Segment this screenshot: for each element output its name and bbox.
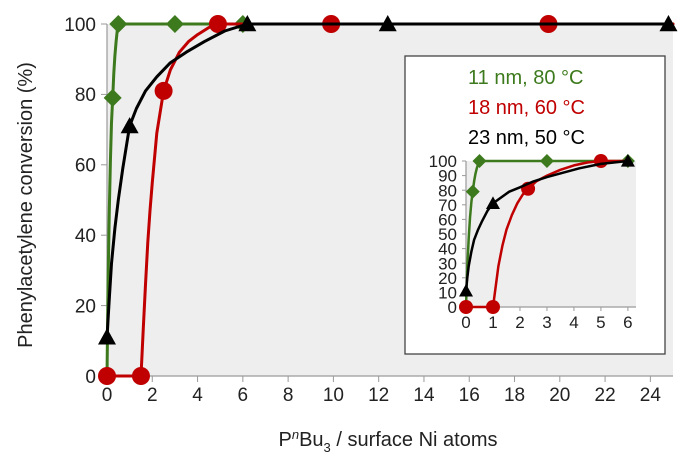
main-data-point [109, 15, 128, 33]
inset-x-tick-label: 2 [515, 313, 524, 332]
main-x-tick-label: 10 [323, 385, 344, 406]
main-y-tick-label: 20 [75, 296, 96, 317]
inset-data-point [459, 283, 473, 297]
inset-x-tick-label: 6 [623, 313, 632, 332]
x-axis-title-part: n [292, 427, 299, 442]
main-y-tick-label: 100 [64, 15, 96, 36]
main-data-point [103, 88, 122, 107]
x-axis-title-part: / surface Ni atoms [331, 429, 498, 451]
inset-series-line [464, 159, 630, 293]
main-x-tick-label: 20 [549, 385, 570, 406]
main-data-point [154, 81, 173, 100]
inset-y-tick-label: 100 [429, 152, 457, 171]
legend-entry: 23 nm, 50 °C [468, 127, 585, 149]
main-data-point [120, 117, 139, 134]
main-x-tick-label: 16 [459, 385, 480, 406]
inset-series-line [464, 159, 630, 309]
legend: 11 nm, 80 °C 18 nm, 60 °C 23 nm, 50 °C [468, 67, 585, 149]
inset-y-tick-label: 40 [438, 240, 457, 259]
main-x-tick-label: 24 [640, 385, 662, 406]
main-data-point [659, 15, 678, 32]
main-series-line [105, 22, 670, 339]
inset-data-point [459, 300, 473, 314]
inset-y-tick-label: 30 [438, 254, 457, 273]
inset-data-point [465, 184, 480, 199]
inset-x-tick-label: 3 [542, 313, 551, 332]
main-x-tick-label: 4 [192, 385, 203, 406]
x-axis-title-part: Bu [299, 429, 323, 451]
main-data-point [165, 15, 184, 33]
inset-plot-area [466, 161, 636, 307]
main-x-tick-label: 8 [283, 385, 294, 406]
x-axis-title-part: P [279, 429, 292, 451]
inset-y-tick-label: 60 [438, 211, 457, 230]
main-y-tick-label: 60 [75, 156, 96, 177]
inset-y-tick-label: 20 [438, 269, 457, 288]
inset-data-point [539, 154, 554, 168]
inset-y-tick-label: 0 [448, 298, 457, 317]
main-series-triangle [98, 15, 678, 345]
main-y-tick-label: 0 [85, 367, 96, 388]
main-x-tick-label: 2 [147, 385, 158, 406]
inset-data-point [485, 300, 500, 314]
main-x-tick-label: 18 [504, 385, 525, 406]
main-data-point [98, 328, 116, 345]
main-y-tick-label: 80 [75, 85, 96, 106]
inset-x-tick-label: 1 [488, 313, 497, 332]
main-y-tick-label: 40 [75, 226, 96, 247]
legend-entry: 11 nm, 80 °C [468, 67, 583, 89]
main-data-point [98, 367, 116, 385]
main-data-point [131, 367, 150, 385]
main-x-tick-label: 22 [595, 385, 616, 406]
inset-y-tick-label: 10 [438, 284, 457, 303]
main-x-tick-label: 6 [238, 385, 249, 406]
inset-x-tick-label: 5 [596, 313, 605, 332]
main-x-tick-label: 12 [368, 385, 389, 406]
inset-data-point [472, 154, 487, 168]
x-axis-title-part: 3 [324, 440, 331, 452]
legend-entry: 18 nm, 60 °C [468, 97, 585, 119]
inset-series-triangle [459, 154, 635, 297]
main-data-point [378, 15, 397, 32]
inset-x-tick-label: 4 [569, 313, 578, 332]
inset-data-point [620, 154, 635, 167]
inset-y-tick-label: 80 [438, 181, 457, 200]
main-data-point [238, 15, 257, 32]
main-x-tick-label: 14 [413, 385, 435, 406]
main-x-tick-label: 0 [102, 385, 113, 406]
inset-x-tick-label: 0 [461, 313, 470, 332]
main-x-axis-title: PnBu3 / surface Ni atoms [279, 427, 498, 452]
inset-y-tick-label: 70 [438, 196, 457, 215]
main-y-axis-title: Phenylacetylene conversion (%) [15, 62, 37, 348]
main-data-point [208, 15, 227, 33]
inset-series-line [464, 159, 630, 309]
inset-y-tick-label: 50 [438, 225, 457, 244]
inset-y-tick-label: 90 [438, 167, 457, 186]
inset-data-point [485, 196, 500, 209]
